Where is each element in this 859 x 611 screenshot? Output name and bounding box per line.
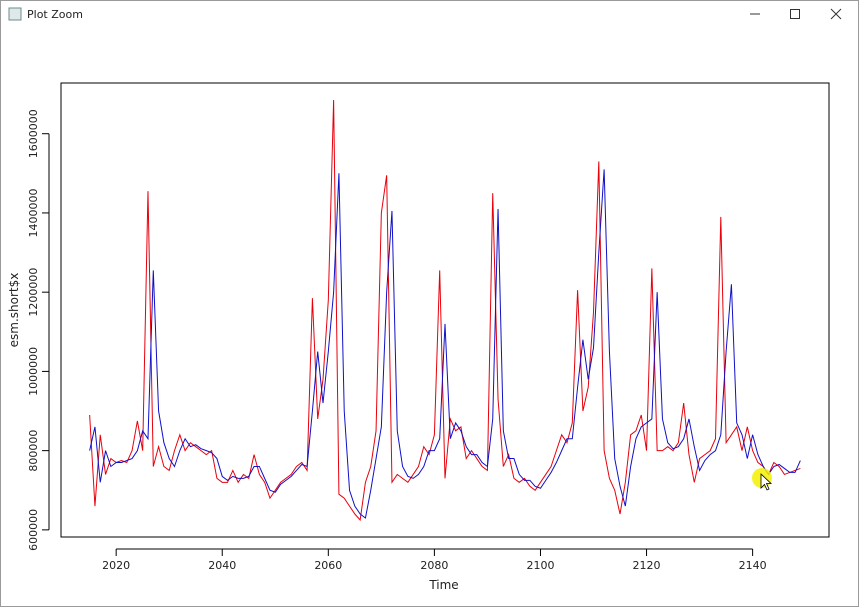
mouse-cursor (760, 473, 773, 491)
x-tick-label: 2100 (526, 559, 554, 572)
y-tick-label: 1000000 (27, 347, 40, 396)
window-title: Plot Zoom (27, 8, 83, 21)
maximize-button[interactable] (790, 9, 800, 19)
y-tick-label: 1600000 (27, 109, 40, 158)
y-tick-label: 1200000 (27, 268, 40, 317)
window-icon (8, 7, 22, 21)
y-axis-title: esm.short$x (7, 273, 21, 348)
series-line (89, 169, 801, 519)
x-tick-label: 2120 (633, 559, 661, 572)
y-tick-label: 1400000 (27, 188, 40, 237)
x-tick-label: 2020 (102, 559, 130, 572)
x-axis-title: Time (428, 578, 458, 592)
y-tick-label: 600000 (27, 509, 40, 551)
x-tick-label: 2040 (208, 559, 236, 572)
plot-area: 600000 800000 1000000 1200000 1400000 1600000… (27, 100, 801, 572)
x-tick-label: 2060 (314, 559, 342, 572)
x-tick-label: 2140 (739, 559, 767, 572)
y-tick-label: 800000 (27, 430, 40, 472)
series-line (89, 100, 801, 522)
x-tick-label: 2080 (420, 559, 448, 572)
plot-box (60, 82, 830, 538)
close-button[interactable] (830, 8, 842, 20)
